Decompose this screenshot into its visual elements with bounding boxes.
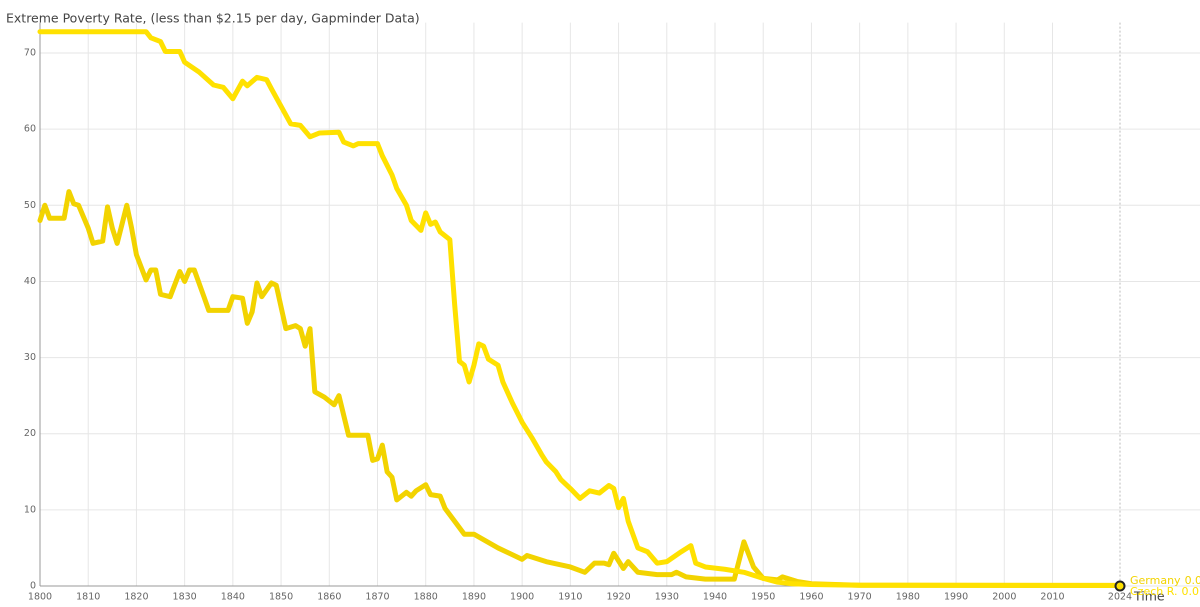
x-tick-label: 2010	[1040, 592, 1064, 603]
y-tick-label: 30	[24, 352, 36, 363]
x-tick-label: 2000	[992, 592, 1016, 603]
y-tick-label: 0	[30, 581, 36, 592]
y-tick-label: 10	[24, 504, 36, 515]
series-line	[37, 29, 1123, 588]
x-tick-label: 1800	[28, 592, 52, 603]
x-tick-label: 1810	[76, 592, 100, 603]
series-line	[37, 189, 1123, 588]
x-tick-label: 1900	[510, 592, 534, 603]
x-tick-label: 1830	[173, 592, 197, 603]
x-tick-label: 1950	[751, 592, 775, 603]
x-tick-label: 1840	[221, 592, 245, 603]
y-tick-label: 60	[24, 124, 36, 135]
chart-title: Extreme Poverty Rate, (less than $2.15 p…	[6, 11, 420, 26]
x-tick-label: 2024	[1108, 592, 1132, 603]
end-value-label: 0.08	[1185, 574, 1200, 587]
x-axis-label: Time	[1133, 589, 1165, 604]
x-tick-label: 1980	[896, 592, 920, 603]
x-tick-label: 1880	[414, 592, 438, 603]
x-tick-label: 1960	[799, 592, 823, 603]
x-tick-label: 1970	[848, 592, 872, 603]
y-tick-label: 70	[24, 48, 36, 59]
y-tick-label: 50	[24, 200, 36, 211]
x-tick-label: 1910	[558, 592, 582, 603]
y-tick-label: 40	[24, 276, 36, 287]
current-time-marker	[1114, 580, 1126, 592]
x-tick-label: 1930	[655, 592, 679, 603]
x-tick-label: 1820	[124, 592, 148, 603]
end-value-label: 0.07	[1182, 585, 1200, 598]
y-tick-label: 20	[24, 428, 36, 439]
x-tick-label: 1850	[269, 592, 293, 603]
legend-label: Czech R.	[1130, 585, 1178, 598]
x-tick-label: 1940	[703, 592, 727, 603]
x-tick-label: 1890	[462, 592, 486, 603]
x-tick-label: 1990	[944, 592, 968, 603]
x-tick-label: 1870	[365, 592, 389, 603]
x-tick-label: 1860	[317, 592, 341, 603]
legend-label: Germany	[1130, 574, 1181, 587]
x-tick-label: 1920	[606, 592, 630, 603]
